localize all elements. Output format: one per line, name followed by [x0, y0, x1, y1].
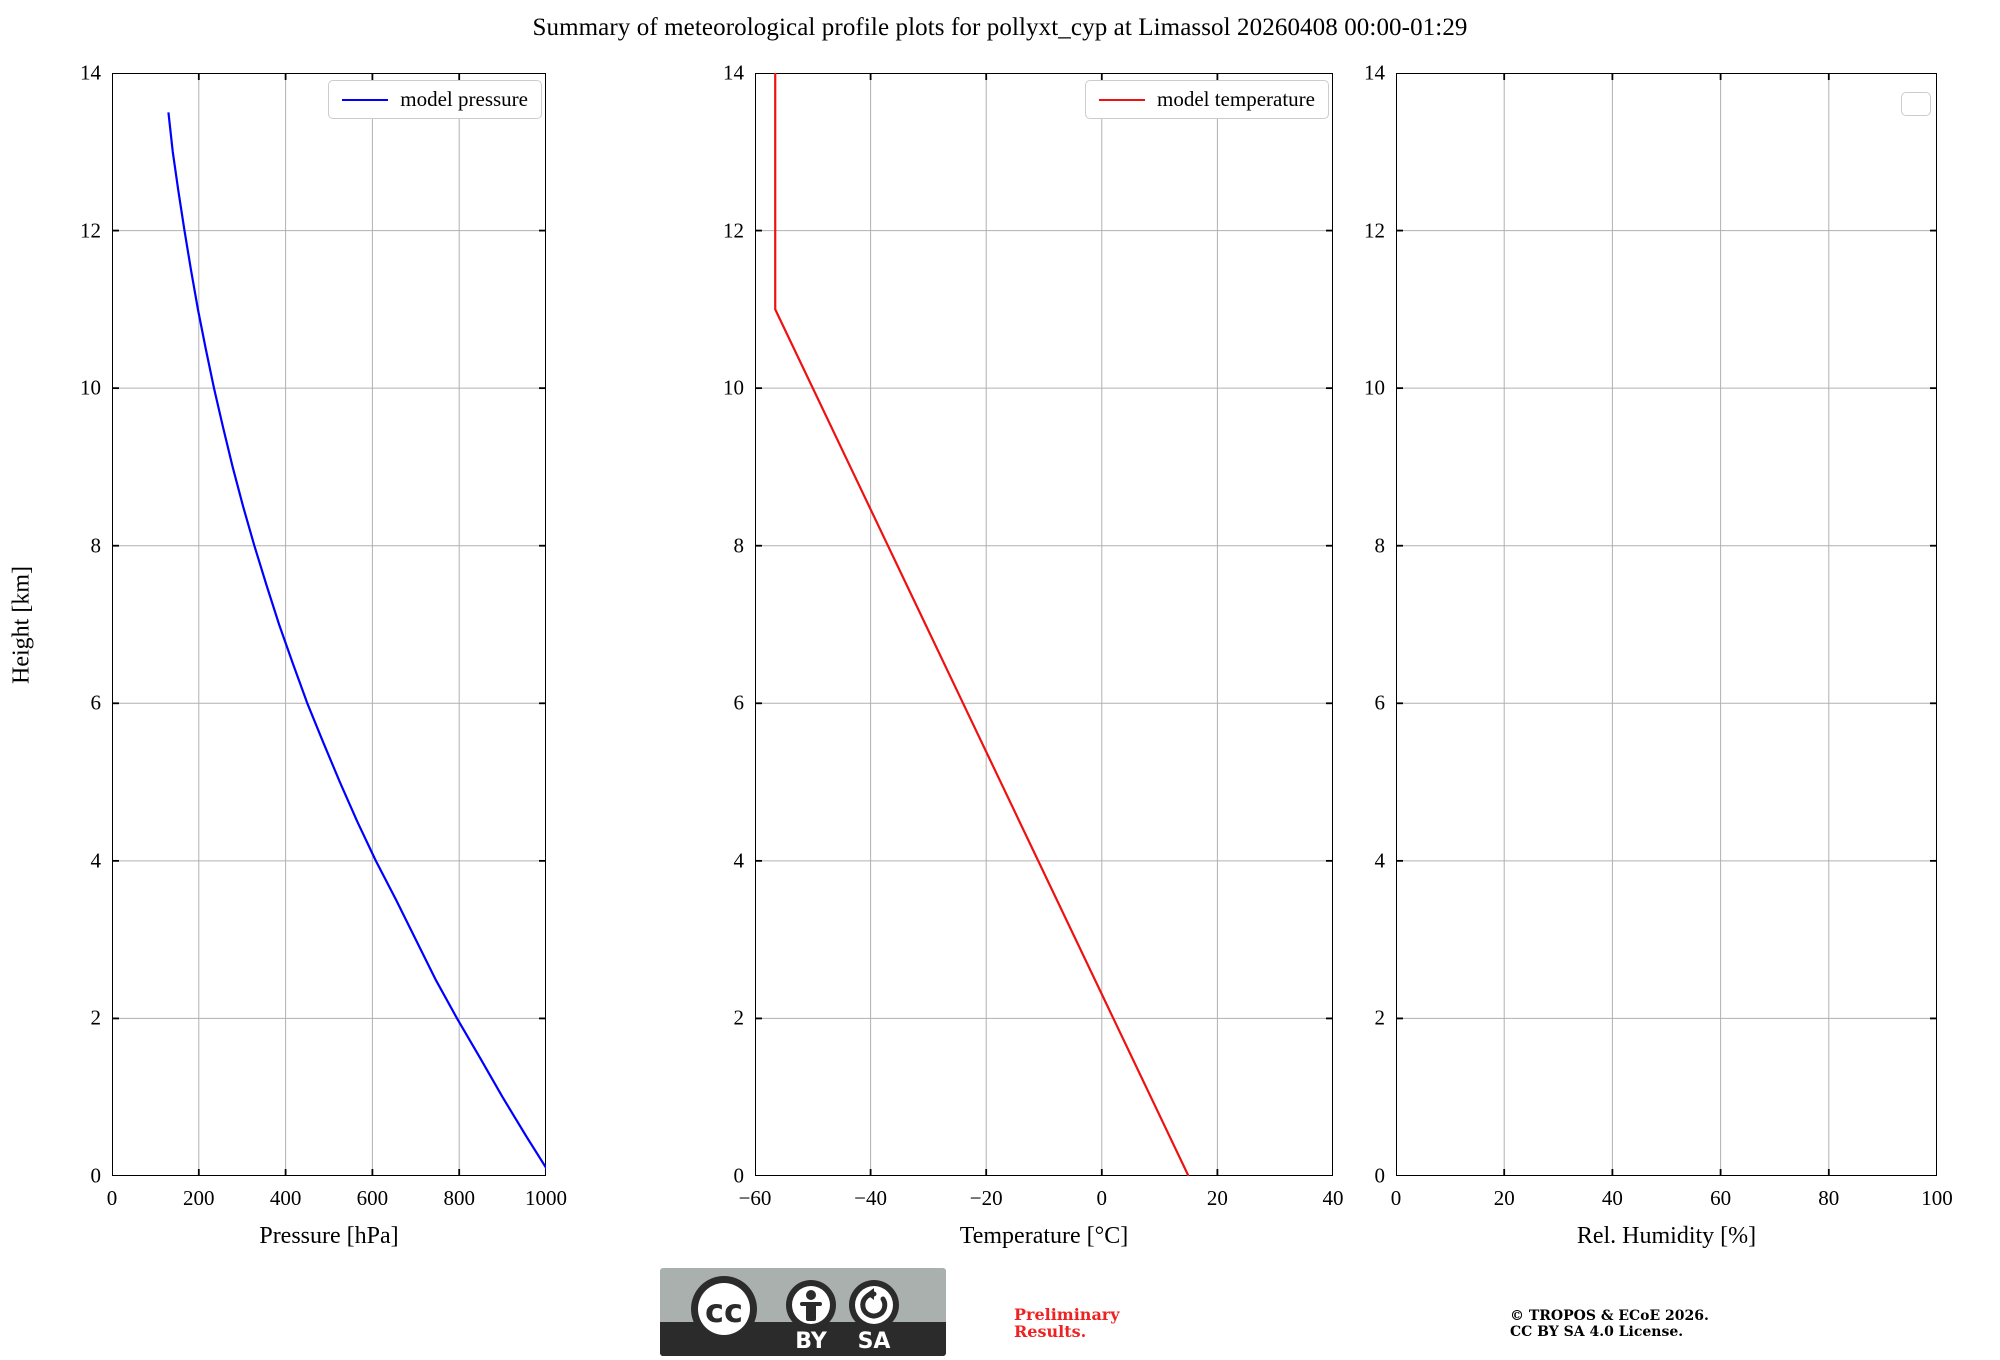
humidity-axes [1396, 73, 1937, 1176]
x-tick-label: 100 [1921, 1186, 1953, 1210]
x-tick-label: 0 [106, 1186, 118, 1210]
copyright-line-2: CC BY SA 4.0 License. [1510, 1324, 1684, 1340]
figure-title: Summary of meteorological profile plots … [532, 14, 1468, 41]
x-tick-label: 600 [356, 1186, 389, 1210]
y-tick-label: 14 [1364, 60, 1385, 85]
pressure-plot-area [112, 73, 546, 1176]
x-tick-label: 40 [1601, 1186, 1623, 1210]
x-axis-label-humidity: Rel. Humidity [%] [1576, 1223, 1757, 1249]
humidity-plot-area [1396, 73, 1937, 1176]
panel-temperature: Temperature [°C] model temperature −60 −4… [723, 61, 1344, 1250]
x-tick-label: 0 [1390, 1186, 1402, 1210]
preliminary-results-note: Preliminary Results. [1014, 1306, 1120, 1340]
x-tick-label: 40 [1322, 1186, 1344, 1210]
panel-pressure: Height [km] Pressure [hPa] model pressur… [9, 61, 568, 1250]
x-tick-label: 20 [1493, 1186, 1515, 1210]
x-tick-label: 800 [443, 1186, 475, 1210]
panel-humidity: Rel. Humidity [%] 0 20 40 60 80 100 0 2 4 6 8 10 12 1… [1364, 61, 1953, 1250]
y-tick-label: 8 [733, 533, 745, 558]
y-axis-label: Height [km] [8, 565, 35, 684]
x-tick-label: 60 [1710, 1186, 1732, 1210]
x-tick-label: −20 [969, 1186, 1003, 1210]
y-tick-label: 12 [723, 218, 744, 243]
y-tick-label: 6 [733, 690, 745, 715]
x-axis-label-pressure: Pressure [hPa] [259, 1223, 399, 1249]
copyright-note: © TROPOS & ECoE 2026. CC BY SA 4.0 Licen… [1510, 1308, 1709, 1340]
temperature-axes [755, 73, 1333, 1176]
x-tick-label: 80 [1818, 1186, 1840, 1210]
preliminary-line-2: Results. [1014, 1322, 1087, 1341]
legend-swatch-model-pressure [342, 98, 389, 101]
temperature-plot-area [755, 73, 1333, 1176]
legend-label-model-pressure: model pressure [400, 87, 528, 111]
y-tick-label: 0 [90, 1163, 102, 1188]
x-tick-label: −40 [854, 1186, 888, 1210]
y-tick-label: 2 [1374, 1005, 1386, 1030]
x-tick-label: 400 [269, 1186, 302, 1210]
y-tick-label: 10 [723, 375, 744, 400]
y-tick-label: 6 [1374, 690, 1386, 715]
y-tick-label: 8 [1374, 533, 1386, 558]
y-tick-label: 4 [733, 848, 745, 873]
x-axis-label-temperature: Temperature [°C] [959, 1223, 1129, 1249]
badge-sa-text: SA [858, 1329, 891, 1354]
copyright-line-1: © TROPOS & ECoE 2026. [1510, 1308, 1709, 1324]
svg-text:cc: cc [705, 1292, 743, 1330]
y-tick-label: 0 [733, 1163, 745, 1188]
y-tick-label: 14 [723, 60, 744, 85]
x-tick-label: 1000 [525, 1186, 567, 1210]
badge-glyphs: cc BY SA [691, 1276, 899, 1354]
y-tick-label: 10 [80, 375, 101, 400]
y-tick-label: 2 [733, 1005, 745, 1030]
legend-temperature[interactable]: model temperature [1084, 80, 1329, 119]
y-tick-label: 10 [1364, 375, 1385, 400]
preliminary-line-1: Preliminary [1014, 1305, 1120, 1324]
pressure-axes [112, 73, 546, 1176]
data-series-line [774, 73, 1190, 1176]
y-tick-label: 4 [1374, 848, 1386, 873]
y-tick-label: 4 [90, 848, 102, 873]
legend-humidity-empty[interactable] [1901, 92, 1931, 116]
legend-label-model-temperature: model temperature [1156, 87, 1315, 111]
badge-by-text: BY [795, 1329, 828, 1354]
x-tick-label: 0 [1096, 1186, 1108, 1210]
cc-by-sa-badge: cc BY SA [660, 1268, 946, 1356]
y-tick-label: 6 [90, 690, 102, 715]
x-tick-label: 200 [183, 1186, 215, 1210]
y-tick-label: 8 [90, 533, 102, 558]
x-tick-label: 20 [1206, 1186, 1228, 1210]
legend-swatch-model-temperature [1098, 98, 1145, 101]
y-tick-label: 14 [80, 60, 101, 85]
x-tick-label: −60 [738, 1186, 772, 1210]
y-tick-label: 2 [90, 1005, 102, 1030]
y-tick-label: 12 [1364, 218, 1385, 243]
legend-pressure[interactable]: model pressure [328, 80, 542, 119]
y-tick-label: 12 [80, 218, 101, 243]
data-series-line [167, 112, 546, 1170]
y-tick-label: 0 [1374, 1163, 1386, 1188]
